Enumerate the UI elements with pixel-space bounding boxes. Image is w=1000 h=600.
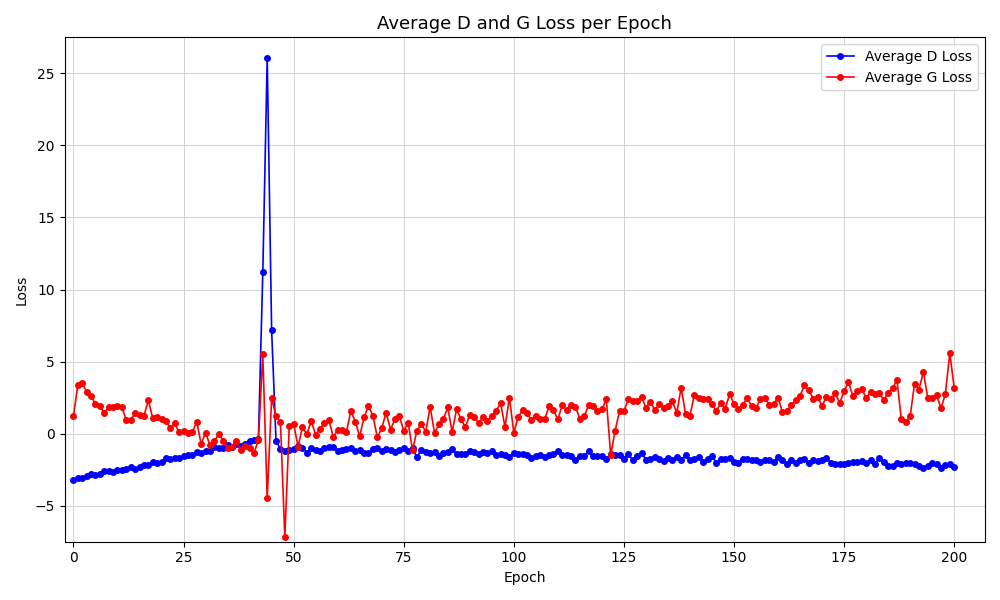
Average D Loss: [442, 448, 454, 455]
Average G Loss: [279, 534, 291, 541]
Average G Loss: [147, 415, 159, 422]
Average G Loss: [67, 413, 79, 420]
Average G Loss: [393, 413, 405, 420]
Average D Loss: [67, 476, 79, 484]
Average D Loss: [261, 54, 273, 61]
Legend: Average D Loss, Average G Loss: Average D Loss, Average G Loss: [821, 44, 978, 91]
X-axis label: Epoch: Epoch: [504, 571, 546, 585]
Line: Average D Loss: Average D Loss: [71, 55, 957, 482]
Average G Loss: [944, 349, 956, 356]
Title: Average D and G Loss per Epoch: Average D and G Loss per Epoch: [377, 15, 672, 33]
Average D Loss: [72, 475, 84, 482]
Average D Loss: [547, 451, 559, 458]
Average G Loss: [547, 407, 559, 414]
Average D Loss: [878, 458, 890, 466]
Line: Average G Loss: Average G Loss: [71, 350, 957, 540]
Average D Loss: [147, 458, 159, 466]
Average D Loss: [393, 447, 405, 454]
Average G Loss: [948, 384, 960, 391]
Average G Loss: [878, 397, 890, 404]
Average G Loss: [442, 404, 454, 411]
Y-axis label: Loss: Loss: [15, 274, 29, 305]
Average D Loss: [948, 464, 960, 471]
Average G Loss: [72, 381, 84, 388]
